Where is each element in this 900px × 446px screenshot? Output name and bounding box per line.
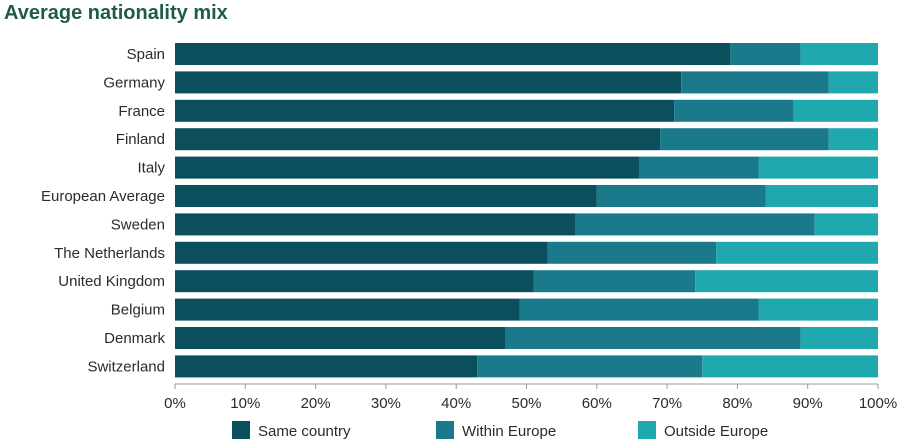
bar-outside-europe <box>695 270 878 293</box>
bar-same-country <box>175 156 639 179</box>
bar-same-country <box>175 298 520 321</box>
legend-swatch-same-country <box>232 421 250 439</box>
legend-label-within-europe: Within Europe <box>462 423 556 440</box>
bar-same-country <box>175 99 675 122</box>
x-tick-label: 90% <box>793 395 823 412</box>
category-label: The Netherlands <box>54 245 165 262</box>
bar-same-country <box>175 128 661 151</box>
bar-same-country <box>175 213 576 236</box>
x-tick-label: 10% <box>230 395 260 412</box>
x-tick-label: 50% <box>511 395 541 412</box>
category-label: France <box>118 103 165 120</box>
x-tick-label: 70% <box>652 395 682 412</box>
x-tick-label: 100% <box>859 395 897 412</box>
bar-within-europe <box>575 213 815 236</box>
bar-outside-europe <box>793 99 878 122</box>
x-tick-label: 30% <box>371 395 401 412</box>
bar-same-country <box>175 185 597 207</box>
bar-outside-europe <box>702 355 878 378</box>
bar-within-europe <box>547 241 717 264</box>
bar-same-country <box>175 327 506 349</box>
bar-same-country <box>175 355 478 378</box>
x-tick-label: 60% <box>582 395 612 412</box>
bar-outside-europe <box>800 43 878 65</box>
bar-within-europe <box>519 298 759 321</box>
bar-same-country <box>175 241 548 264</box>
bar-within-europe <box>477 355 703 378</box>
bar-outside-europe <box>800 327 878 349</box>
legend-label-outside-europe: Outside Europe <box>664 423 768 440</box>
bar-same-country <box>175 43 731 65</box>
category-label: European Average <box>41 188 165 205</box>
bar-outside-europe <box>758 156 878 179</box>
bar-outside-europe <box>828 71 878 94</box>
bar-within-europe <box>533 270 696 293</box>
bar-within-europe <box>505 327 801 349</box>
bar-outside-europe <box>758 298 878 321</box>
bar-within-europe <box>674 99 794 122</box>
category-label: Germany <box>103 74 165 91</box>
category-label: Switzerland <box>87 358 165 375</box>
x-tick-label: 80% <box>722 395 752 412</box>
bar-within-europe <box>660 128 829 151</box>
category-label: Spain <box>127 46 165 63</box>
bar-same-country <box>175 71 682 94</box>
bar-outside-europe <box>814 213 878 236</box>
bar-outside-europe <box>828 128 878 151</box>
chart-title: Average nationality mix <box>4 2 228 24</box>
bar-within-europe <box>681 71 829 94</box>
bar-outside-europe <box>716 241 878 264</box>
category-label: United Kingdom <box>58 273 165 290</box>
bar-same-country <box>175 270 534 293</box>
bar-outside-europe <box>765 185 878 207</box>
legend-label-same-country: Same country <box>258 423 351 440</box>
category-label: Finland <box>116 131 165 148</box>
category-label: Italy <box>137 160 165 177</box>
x-tick-label: 0% <box>164 395 186 412</box>
x-tick-label: 40% <box>441 395 471 412</box>
legend-swatch-within-europe <box>436 421 454 439</box>
bar-within-europe <box>730 43 801 65</box>
bar-within-europe <box>638 156 759 179</box>
category-label: Denmark <box>104 330 165 347</box>
bar-within-europe <box>596 185 766 207</box>
x-tick-label: 20% <box>301 395 331 412</box>
legend-swatch-outside-europe <box>638 421 656 439</box>
category-label: Sweden <box>111 216 165 233</box>
category-label: Belgium <box>111 302 165 319</box>
